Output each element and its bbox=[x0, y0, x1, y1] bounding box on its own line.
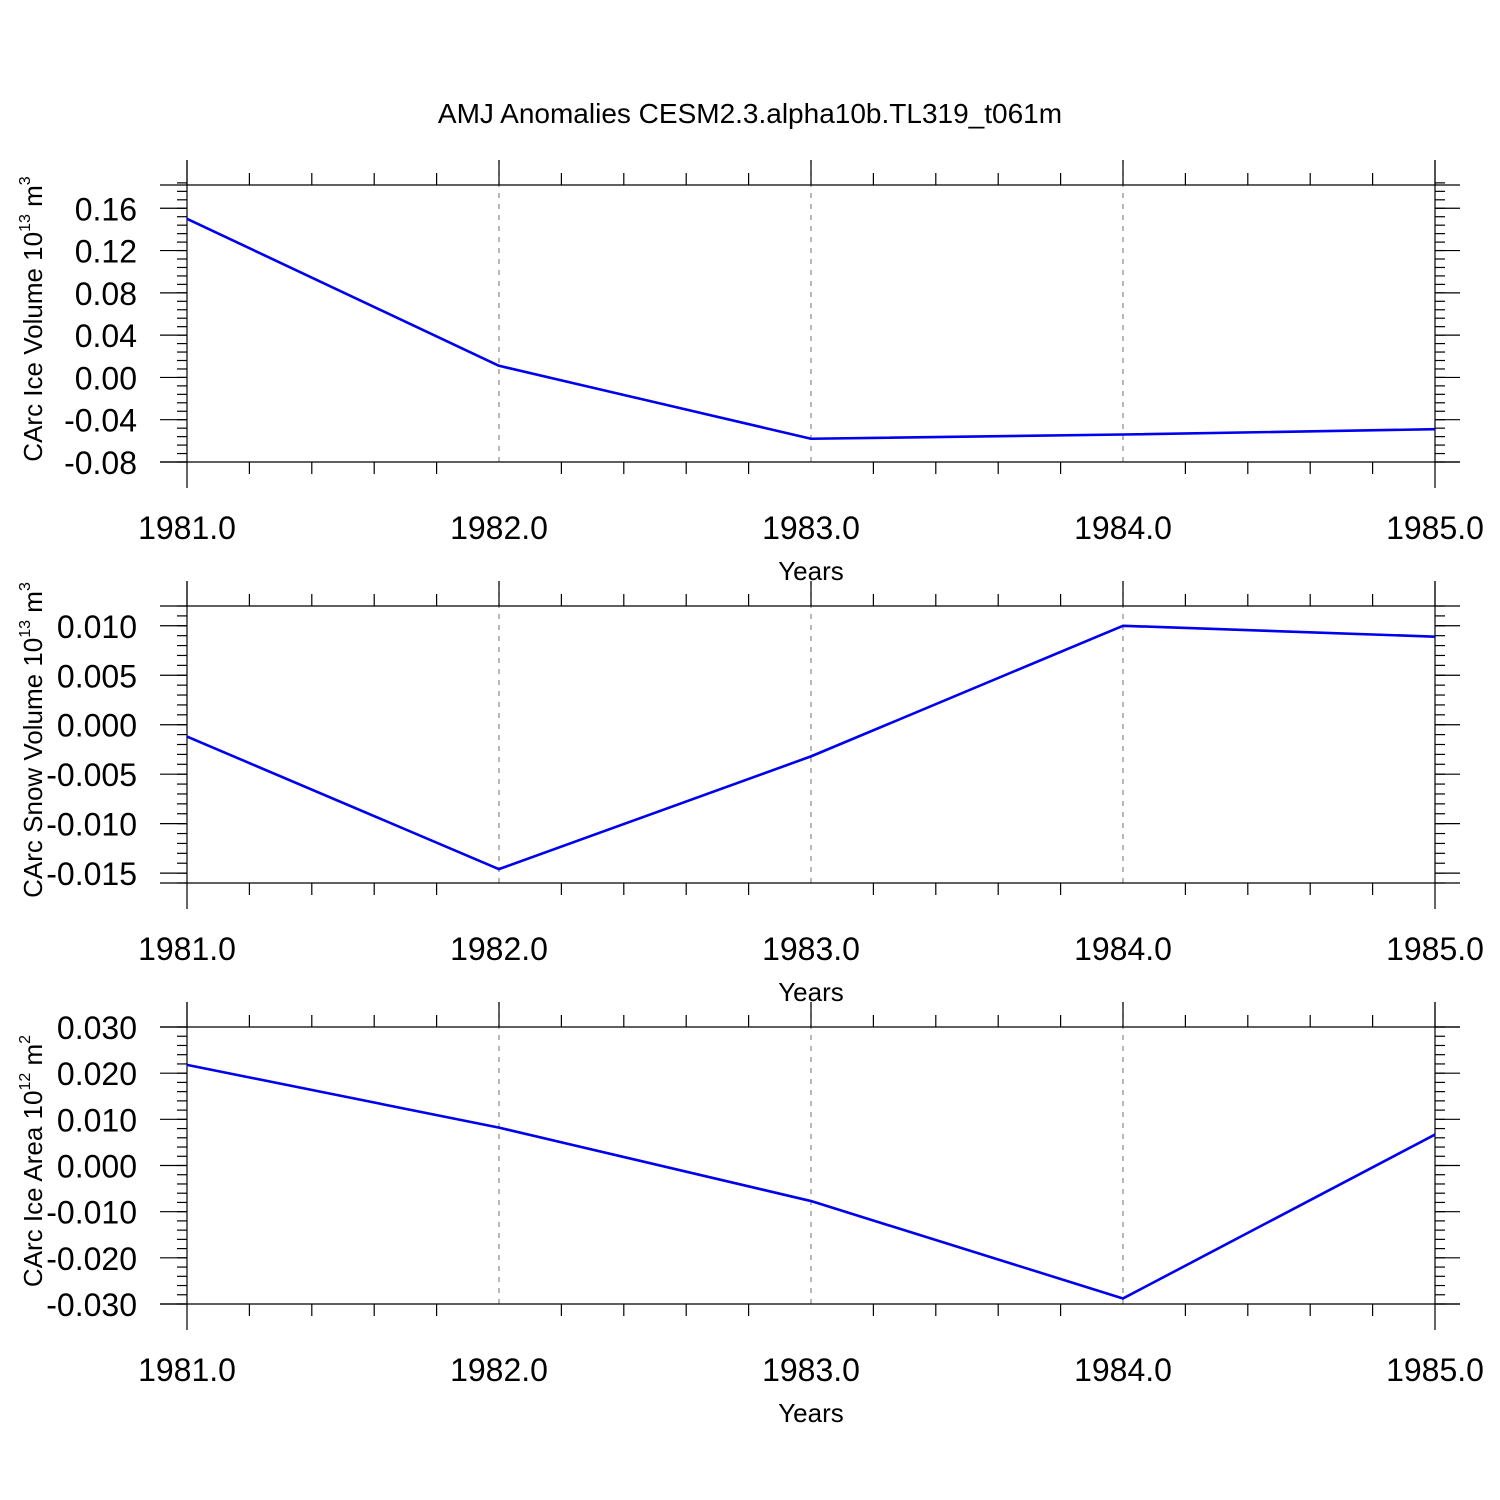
y-tick-label: 0.00 bbox=[75, 360, 137, 396]
y-axis-title-exponent: 13 bbox=[17, 214, 34, 232]
x-tick-label: 1981.0 bbox=[138, 931, 236, 967]
y-axis-title-exponent: 13 bbox=[17, 620, 34, 638]
x-tick-label: 1982.0 bbox=[450, 931, 548, 967]
panel-2: 0.010 0.005 0.000 -0.005 -0.010 -0.015 1981.0 1… bbox=[17, 581, 1484, 1007]
y-tick-label: 0.12 bbox=[75, 234, 137, 270]
y-tick-label: -0.04 bbox=[64, 403, 137, 439]
y-tick-label: -0.015 bbox=[46, 856, 137, 892]
y-axis-title-exponent: 12 bbox=[17, 1073, 34, 1091]
y-tick-label: 0.020 bbox=[57, 1056, 137, 1092]
y-tick-label: 0.04 bbox=[75, 318, 137, 354]
y-axis-title-unit-exponent: 2 bbox=[17, 1035, 34, 1044]
y-tick-label: 0.08 bbox=[75, 276, 137, 312]
y-axis-title-text: CArc Ice Volume 10 bbox=[18, 232, 48, 462]
y-axis-title-unit: m bbox=[18, 1044, 48, 1073]
x-tick-label: 1981.0 bbox=[138, 510, 236, 546]
y-tick-label: 0.010 bbox=[57, 609, 137, 645]
panel-3: 0.0300.0200.0100.000-0.010-0.020-0.03019… bbox=[17, 1002, 1484, 1428]
y-tick-label: -0.010 bbox=[46, 807, 137, 843]
y-axis-title: CArc Snow Volume 1013 m3 bbox=[17, 582, 48, 898]
y-axis-title-text: CArc Snow Volume 10 bbox=[18, 638, 48, 898]
x-tick-label: 1983.0 bbox=[762, 931, 860, 967]
y-axis-title-text: CArc Ice Area 10 bbox=[18, 1091, 48, 1288]
y-axis-title-unit-exponent: 3 bbox=[17, 582, 34, 591]
y-axis-title: CArc Ice Area 1012 m2 bbox=[17, 1035, 48, 1287]
y-tick-label: -0.08 bbox=[64, 445, 137, 481]
y-axis-title-unit: m bbox=[18, 185, 48, 214]
y-tick-label: 0.005 bbox=[57, 658, 137, 694]
x-tick-label: 1984.0 bbox=[1074, 1352, 1172, 1388]
x-tick-label: 1983.0 bbox=[762, 1352, 860, 1388]
y-tick-label: -0.005 bbox=[46, 757, 137, 793]
y-axis-title-unit-exponent: 3 bbox=[17, 176, 34, 185]
y-tick-label: 0.16 bbox=[75, 191, 137, 227]
y-tick-label: 0.000 bbox=[57, 1149, 137, 1185]
y-tick-label: -0.010 bbox=[46, 1195, 137, 1231]
y-tick-label: 0.000 bbox=[57, 708, 137, 744]
x-tick-label: 1984.0 bbox=[1074, 510, 1172, 546]
x-tick-label: 1981.0 bbox=[138, 1352, 236, 1388]
x-tick-label: 1982.0 bbox=[450, 1352, 548, 1388]
x-tick-label: 1983.0 bbox=[762, 510, 860, 546]
x-tick-label: 1985.0 bbox=[1386, 510, 1484, 546]
y-tick-label: 0.030 bbox=[57, 1010, 137, 1046]
y-tick-label: -0.030 bbox=[46, 1287, 137, 1323]
y-tick-label: -0.020 bbox=[46, 1241, 137, 1277]
y-tick-label: 0.010 bbox=[57, 1102, 137, 1138]
x-tick-label: 1982.0 bbox=[450, 510, 548, 546]
y-axis-title-unit: m bbox=[18, 591, 48, 620]
chart-title: AMJ Anomalies CESM2.3.alpha10b.TL319_t06… bbox=[438, 98, 1062, 129]
y-axis-title: CArc Ice Volume 1013 m3 bbox=[17, 176, 48, 461]
x-axis-title: Years bbox=[778, 1398, 844, 1428]
x-tick-label: 1985.0 bbox=[1386, 1352, 1484, 1388]
x-tick-label: 1985.0 bbox=[1386, 931, 1484, 967]
x-tick-label: 1984.0 bbox=[1074, 931, 1172, 967]
